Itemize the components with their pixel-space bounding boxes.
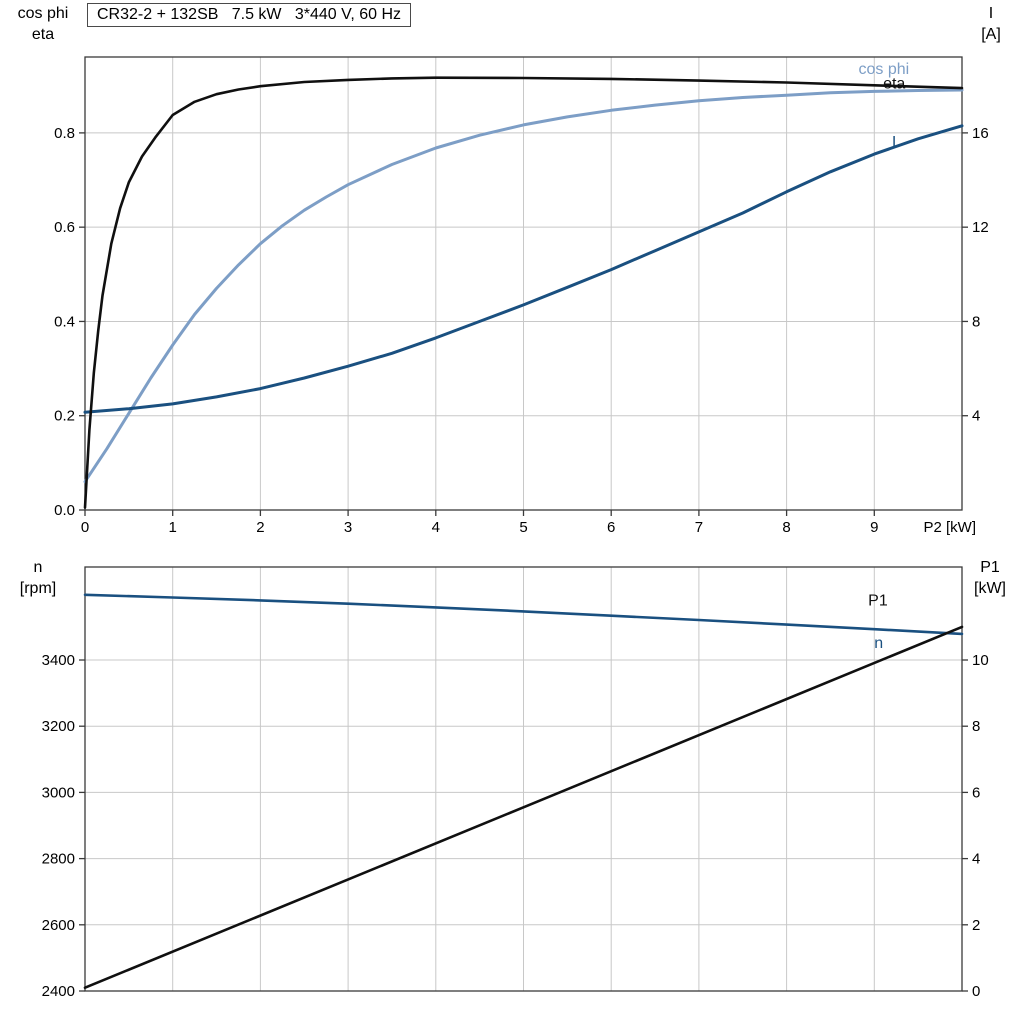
svg-text:0.6: 0.6 bbox=[54, 219, 75, 236]
svg-text:2: 2 bbox=[256, 519, 264, 536]
svg-text:0: 0 bbox=[81, 519, 89, 536]
lower-left-axis-title: n [rpm] bbox=[0, 557, 76, 599]
svg-text:2800: 2800 bbox=[42, 851, 75, 868]
left-axis-title-line1: cos phi bbox=[17, 5, 69, 22]
svg-text:2: 2 bbox=[972, 917, 980, 934]
svg-text:3200: 3200 bbox=[42, 718, 75, 735]
svg-text:4: 4 bbox=[972, 851, 980, 868]
svg-text:8: 8 bbox=[782, 519, 790, 536]
speed-axis-title-line1: n bbox=[33, 559, 43, 576]
chart-title: CR32-2 + 132SB 7.5 kW 3*440 V, 60 Hz bbox=[87, 3, 412, 27]
power-axis-title-line2: [kW] bbox=[974, 580, 1006, 597]
svg-text:I: I bbox=[892, 134, 896, 151]
svg-text:6: 6 bbox=[607, 519, 615, 536]
svg-text:6: 6 bbox=[972, 784, 980, 801]
svg-text:12: 12 bbox=[972, 219, 989, 236]
svg-text:0.8: 0.8 bbox=[54, 125, 75, 142]
svg-text:5: 5 bbox=[519, 519, 527, 536]
svg-text:7: 7 bbox=[695, 519, 703, 536]
svg-text:16: 16 bbox=[972, 125, 989, 142]
power-axis-title-line1: P1 bbox=[980, 559, 1000, 576]
svg-text:8: 8 bbox=[972, 313, 980, 330]
speed-axis-title-line2: [rpm] bbox=[19, 580, 57, 597]
svg-text:n: n bbox=[874, 635, 883, 652]
svg-text:0.0: 0.0 bbox=[54, 502, 75, 519]
svg-text:cos phi: cos phi bbox=[859, 61, 910, 78]
svg-text:P2 [kW]: P2 [kW] bbox=[923, 519, 976, 536]
svg-text:4: 4 bbox=[432, 519, 440, 536]
svg-text:0.2: 0.2 bbox=[54, 408, 75, 425]
svg-text:3000: 3000 bbox=[42, 784, 75, 801]
left-axis-title-line2: eta bbox=[31, 26, 55, 43]
svg-text:10: 10 bbox=[972, 652, 989, 669]
lower-chart-speed-power: 3400 3200 3000 2800 2600 2400 0 2 4 6 8 10 n P1 n [rp… bbox=[0, 555, 1024, 1024]
lower-chart-canvas: 3400 3200 3000 2800 2600 2400 0 2 4 6 8 10 n P1 bbox=[42, 566, 989, 1000]
upper-right-axis-title: I [A] bbox=[962, 3, 1020, 45]
svg-text:eta: eta bbox=[883, 76, 905, 93]
svg-text:2400: 2400 bbox=[42, 983, 75, 1000]
svg-text:3: 3 bbox=[344, 519, 352, 536]
svg-text:2600: 2600 bbox=[42, 917, 75, 934]
svg-text:4: 4 bbox=[972, 408, 980, 425]
lower-right-axis-title: P1 [kW] bbox=[960, 557, 1020, 599]
upper-left-axis-title: cos phi eta bbox=[4, 3, 82, 45]
svg-text:3400: 3400 bbox=[42, 652, 75, 669]
upper-chart-motor-data: 0.0 0.2 0.4 0.6 0.8 4 8 12 16 0 1 2 3 4 5 6 7 8 9 P2 [kW] co… bbox=[4, 3, 1020, 536]
right-axis-title-line1: I bbox=[988, 5, 994, 22]
svg-text:8: 8 bbox=[972, 718, 980, 735]
svg-text:1: 1 bbox=[169, 519, 177, 536]
svg-text:P1: P1 bbox=[868, 592, 888, 609]
right-axis-title-line2: [A] bbox=[981, 26, 1001, 43]
svg-text:9: 9 bbox=[870, 519, 878, 536]
svg-text:0.4: 0.4 bbox=[54, 313, 75, 330]
svg-text:0: 0 bbox=[972, 983, 980, 1000]
